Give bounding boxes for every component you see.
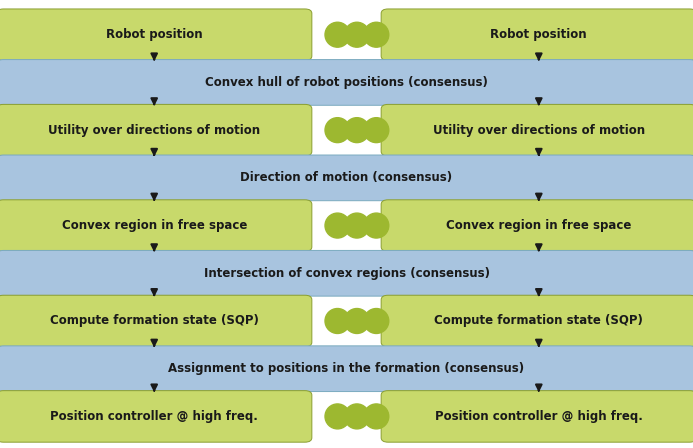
Ellipse shape (364, 22, 389, 47)
FancyBboxPatch shape (0, 60, 693, 105)
FancyBboxPatch shape (0, 250, 693, 296)
Ellipse shape (364, 118, 389, 142)
Ellipse shape (344, 309, 369, 333)
Text: Robot position: Robot position (106, 28, 202, 41)
Ellipse shape (325, 404, 350, 429)
FancyBboxPatch shape (381, 295, 693, 347)
Text: Compute formation state (SQP): Compute formation state (SQP) (435, 314, 643, 327)
FancyBboxPatch shape (381, 200, 693, 251)
Text: Assignment to positions in the formation (consensus): Assignment to positions in the formation… (168, 362, 525, 375)
Ellipse shape (364, 404, 389, 429)
Ellipse shape (364, 309, 389, 333)
Text: Direction of motion (consensus): Direction of motion (consensus) (240, 171, 453, 185)
Ellipse shape (364, 213, 389, 238)
Text: Utility over directions of motion: Utility over directions of motion (432, 124, 645, 137)
FancyBboxPatch shape (0, 391, 312, 442)
FancyBboxPatch shape (381, 104, 693, 156)
Ellipse shape (344, 404, 369, 429)
Text: Position controller @ high freq.: Position controller @ high freq. (435, 410, 642, 423)
FancyBboxPatch shape (0, 155, 693, 201)
FancyBboxPatch shape (0, 346, 693, 392)
FancyBboxPatch shape (0, 295, 312, 347)
FancyBboxPatch shape (381, 9, 693, 60)
Text: Robot position: Robot position (491, 28, 587, 41)
Ellipse shape (344, 213, 369, 238)
Text: Convex region in free space: Convex region in free space (446, 219, 631, 232)
Text: Convex region in free space: Convex region in free space (62, 219, 247, 232)
Ellipse shape (325, 309, 350, 333)
FancyBboxPatch shape (0, 104, 312, 156)
Text: Intersection of convex regions (consensus): Intersection of convex regions (consensu… (204, 267, 489, 280)
Text: Convex hull of robot positions (consensus): Convex hull of robot positions (consensu… (205, 76, 488, 89)
Text: Compute formation state (SQP): Compute formation state (SQP) (50, 314, 258, 327)
Ellipse shape (344, 118, 369, 142)
Ellipse shape (325, 213, 350, 238)
Ellipse shape (344, 22, 369, 47)
Text: Position controller @ high freq.: Position controller @ high freq. (51, 410, 258, 423)
FancyBboxPatch shape (381, 391, 693, 442)
Ellipse shape (325, 22, 350, 47)
Ellipse shape (325, 118, 350, 142)
Text: Utility over directions of motion: Utility over directions of motion (48, 124, 261, 137)
FancyBboxPatch shape (0, 200, 312, 251)
FancyBboxPatch shape (0, 9, 312, 60)
